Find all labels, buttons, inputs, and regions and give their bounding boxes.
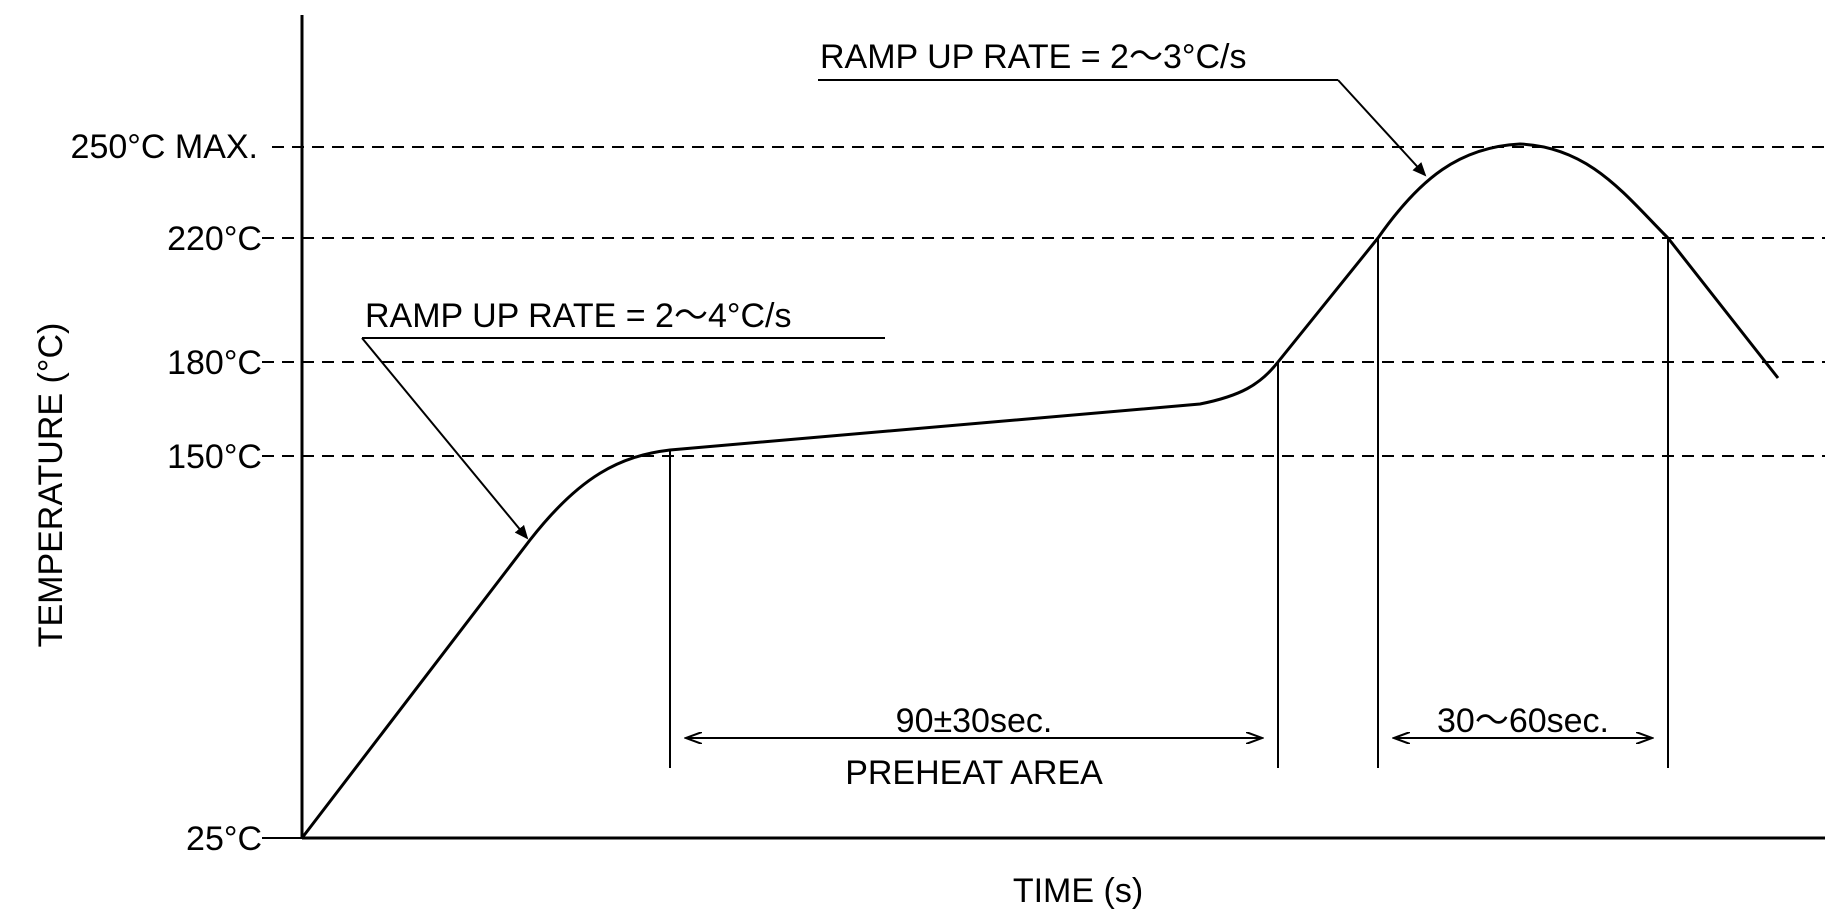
y-tick-label-25: 25°C xyxy=(186,820,262,858)
ramp-up-rate-2-label: RAMP UP RATE = 2～3°C/s xyxy=(820,38,1246,76)
ramp-up-rate-2-pointer xyxy=(1337,79,1427,177)
reflow-time-label: 30～60sec. xyxy=(1437,702,1609,740)
ramp-up-rate-1-label: RAMP UP RATE = 2～4°C/s xyxy=(365,297,791,335)
preheat-area-label: PREHEAT AREA xyxy=(845,754,1103,792)
y-tick-label-180: 180°C xyxy=(167,344,262,382)
y-axis-title: TEMPERATURE (°C) xyxy=(32,323,70,648)
temperature-profile-curve xyxy=(300,142,1780,839)
preheat-time-label: 90±30sec. xyxy=(896,702,1053,740)
x-axis-title: TIME (s) xyxy=(1013,872,1143,910)
y-tick-label-220: 220°C xyxy=(167,220,262,258)
y-tick-label-250: 250°C MAX. xyxy=(71,128,258,166)
y-tick-label-150: 150°C xyxy=(167,438,262,476)
ramp-up-rate-1-pointer xyxy=(361,337,529,540)
